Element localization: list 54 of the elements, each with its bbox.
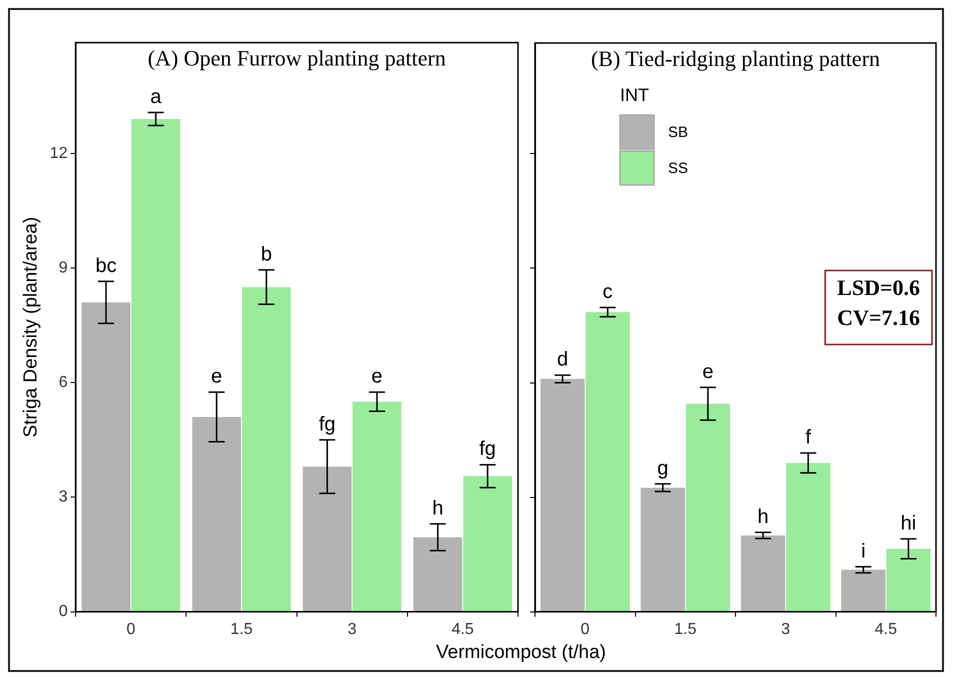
- bar: [242, 287, 291, 612]
- x-tick-label: 3: [348, 620, 357, 638]
- bar: [740, 535, 786, 612]
- annotation: e: [211, 366, 222, 388]
- annotation: fg: [318, 413, 336, 436]
- x-tick-label: 0: [126, 620, 136, 638]
- annotation: i: [861, 540, 866, 562]
- x-tick-label: 1.5: [674, 620, 697, 638]
- annotation: fg: [479, 438, 496, 460]
- annotation: c: [602, 281, 613, 304]
- annotation: hi: [900, 512, 916, 534]
- annotation: e: [371, 366, 383, 388]
- bar: [886, 548, 931, 612]
- y-tick-label: 12: [50, 144, 68, 162]
- bar: [841, 570, 886, 612]
- annotation: CV=7.16: [837, 305, 920, 330]
- legend-label: SS: [668, 160, 688, 178]
- bar: [686, 404, 730, 612]
- annotation: e: [702, 360, 714, 383]
- bar: [640, 488, 685, 612]
- x-tick-label: 4.5: [874, 620, 898, 638]
- annotation: d: [557, 348, 568, 371]
- annotation: h: [758, 506, 769, 528]
- annotation: bc: [95, 254, 117, 277]
- chart-title: (A) Open Furrow planting pattern: [148, 45, 446, 70]
- legend-title: INT: [620, 84, 649, 105]
- bar: [302, 466, 352, 612]
- bar: [82, 302, 130, 612]
- y-tick-label: 3: [58, 488, 68, 506]
- x-tick-label: 0: [580, 620, 590, 638]
- bar: [352, 402, 402, 612]
- x-tick-label: 3: [781, 620, 790, 638]
- bar: [131, 119, 180, 612]
- chart-title: (B) Tied-ridging planting pattern: [590, 46, 880, 71]
- bar: [192, 416, 241, 612]
- annotation: f: [805, 426, 812, 449]
- y-axis-title: Striga Density (plant/area): [20, 216, 42, 438]
- y-tick-label: 9: [58, 259, 68, 276]
- x-axis-title: Vermicompost (t/ha): [435, 642, 607, 665]
- y-tick-label: 6: [58, 374, 68, 391]
- legend-label: SB: [668, 124, 688, 142]
- bar: [586, 312, 630, 612]
- annotation: a: [150, 86, 162, 108]
- x-tick-label: 1.5: [230, 620, 253, 638]
- bar: [540, 378, 585, 612]
- annotation: b: [260, 243, 272, 266]
- annotation: h: [432, 497, 444, 520]
- y-tick-label: 0: [58, 603, 68, 620]
- bar: [463, 476, 512, 612]
- annotation: LSD=0.6: [837, 275, 920, 300]
- bar: [786, 462, 830, 612]
- x-tick-label: 4.5: [452, 620, 474, 638]
- bar: [413, 537, 462, 612]
- annotation: g: [657, 457, 668, 480]
